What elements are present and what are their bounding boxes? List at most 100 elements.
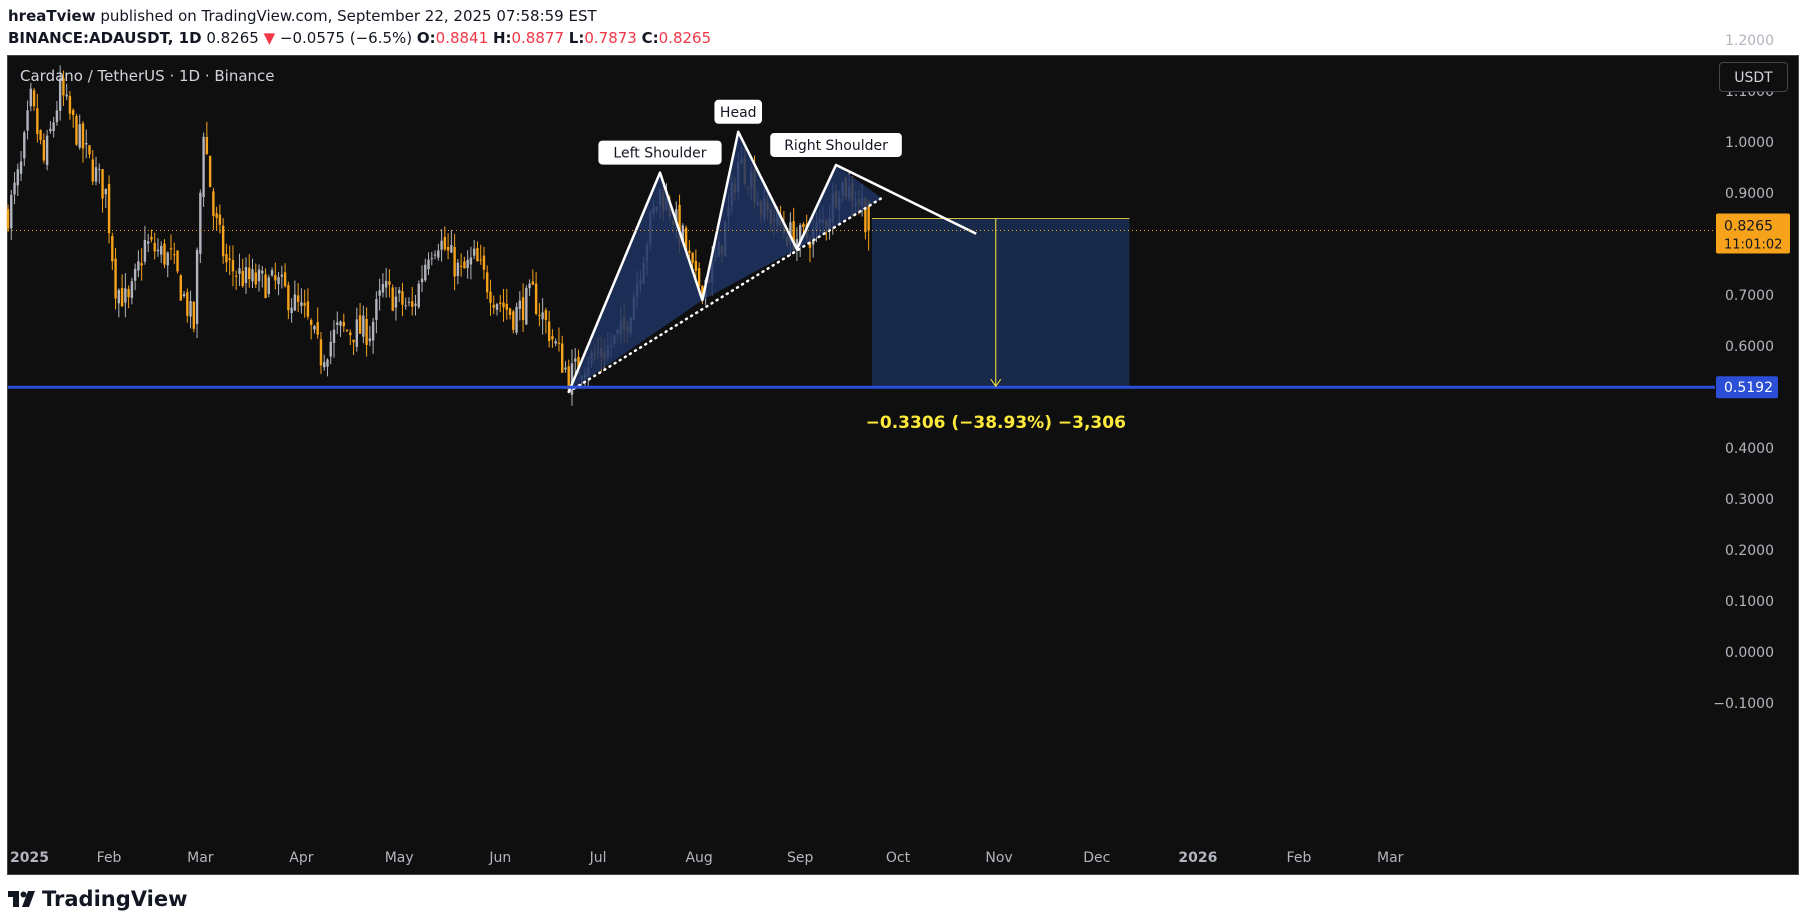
candle <box>202 132 205 207</box>
brand[interactable]: TradingView <box>8 887 187 911</box>
candle <box>531 269 535 285</box>
candle <box>235 270 238 290</box>
candle <box>62 70 65 106</box>
high-label: H: <box>492 29 512 47</box>
candle <box>267 274 270 298</box>
candle-body <box>326 359 329 367</box>
candle-body <box>508 308 512 315</box>
candle <box>58 65 62 121</box>
labels-layer: −0.3306 (−38.93%) −3,306 Left Shoulder Hea… <box>598 99 1126 433</box>
candle-body <box>456 262 460 277</box>
candle <box>518 291 522 321</box>
candle-body <box>329 341 332 357</box>
candle <box>153 232 156 260</box>
close-label: C: <box>641 29 659 47</box>
candle <box>10 189 13 240</box>
candle-body <box>544 310 548 320</box>
candle <box>534 272 538 316</box>
candle <box>358 303 362 334</box>
x-tick-label: Oct <box>886 850 911 866</box>
arrow-head-icon <box>990 378 1002 388</box>
candle <box>482 246 486 280</box>
x-tick-label: 2025 <box>10 850 49 866</box>
current-price-value: 0.8265 <box>1724 218 1773 234</box>
candle-body <box>205 136 209 154</box>
candle-body <box>32 90 36 107</box>
candle <box>261 265 264 288</box>
candle-body <box>215 213 218 218</box>
candle <box>287 281 290 320</box>
candle-body <box>107 184 111 234</box>
x-tick-label: Feb <box>1287 850 1312 866</box>
pattern-label: Head <box>714 99 763 124</box>
candle-body <box>49 128 52 132</box>
candle <box>349 329 352 345</box>
candle-body <box>91 159 94 182</box>
candle <box>541 298 544 335</box>
candle-body <box>166 252 169 266</box>
candle-body <box>45 135 49 166</box>
candle <box>72 108 75 128</box>
candle-body <box>94 167 98 182</box>
chart-pane[interactable] <box>7 55 1799 875</box>
candle-body <box>443 236 447 250</box>
candle-body <box>39 130 42 141</box>
candle-body <box>186 292 189 316</box>
candle-body <box>802 223 805 228</box>
candle-body <box>179 275 182 301</box>
candle-body <box>192 301 196 329</box>
tradingview-logo-icon <box>8 891 35 907</box>
candle <box>65 83 68 101</box>
y-tick-label: 0.6000 <box>1725 339 1774 355</box>
candle <box>280 265 284 289</box>
candle-body <box>502 302 505 308</box>
candle-body <box>153 242 156 252</box>
left-shoulder-area <box>568 172 703 392</box>
candle <box>398 286 401 303</box>
candle-body <box>300 302 303 306</box>
candle-body <box>521 297 525 321</box>
candle-body <box>789 222 792 244</box>
head-area <box>702 131 797 301</box>
candle-body <box>378 290 381 296</box>
candle-body <box>440 240 443 250</box>
candle-body <box>411 301 414 307</box>
pattern-label-text: Left Shoulder <box>613 146 706 162</box>
y-tick-label: 0.2000 <box>1725 543 1774 559</box>
candle-body <box>169 248 173 250</box>
candle <box>345 329 349 333</box>
candle <box>544 307 548 334</box>
candle <box>401 282 404 317</box>
candle <box>189 290 192 329</box>
candle <box>313 324 316 334</box>
candle-body <box>85 142 88 145</box>
pattern-label: Right Shoulder <box>770 132 902 157</box>
candle <box>528 279 531 297</box>
candle <box>427 252 430 276</box>
support-price-tag-box <box>1716 376 1778 399</box>
candle <box>218 204 222 234</box>
candle-body <box>414 303 417 306</box>
candle <box>554 338 557 347</box>
candle <box>114 247 117 310</box>
candle-body <box>688 250 691 253</box>
candle <box>525 285 528 326</box>
author-name[interactable]: hreaTview <box>8 7 96 25</box>
candle-body <box>453 246 456 277</box>
candle <box>101 169 104 213</box>
candle-body <box>678 204 681 243</box>
candle <box>319 332 323 374</box>
currency-button[interactable]: USDT <box>1719 62 1788 92</box>
candle <box>228 245 231 276</box>
y-tick-label: 0.3000 <box>1725 492 1774 508</box>
y-tick-label: 0.7000 <box>1725 288 1774 304</box>
candle-body <box>228 258 231 260</box>
candle-body <box>72 109 75 116</box>
candle <box>332 320 336 358</box>
candle <box>453 233 456 291</box>
candle <box>420 265 424 293</box>
candle-body <box>495 303 499 310</box>
candle <box>98 163 101 184</box>
candle <box>94 156 98 186</box>
